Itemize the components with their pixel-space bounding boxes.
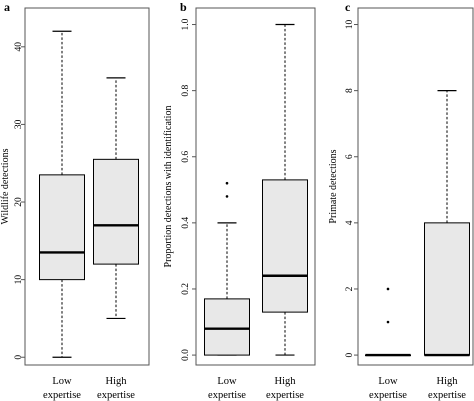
plot-frame xyxy=(24,7,150,366)
y-tick-label: 0.4 xyxy=(181,217,191,229)
y-tick-label: 0.8 xyxy=(181,84,191,96)
outlier-point xyxy=(225,181,229,185)
x-category-label: expertise xyxy=(43,390,81,401)
box-low-expertise xyxy=(204,181,250,356)
box-high-expertise xyxy=(262,23,308,356)
interquartile-box xyxy=(204,298,250,356)
x-category-label: High xyxy=(106,376,128,387)
y-axis-label: Primate detections xyxy=(328,149,339,223)
box-high-expertise xyxy=(424,90,470,357)
x-category-label: Low xyxy=(378,376,398,387)
x-category-label: expertise xyxy=(208,390,246,401)
panel-letter: a xyxy=(4,0,10,14)
interquartile-box xyxy=(262,179,308,313)
x-category-label: expertise xyxy=(428,390,466,401)
interquartile-box xyxy=(39,174,85,281)
x-category-label: Low xyxy=(217,376,237,387)
plot-frame xyxy=(357,7,474,366)
y-axis-label: Wildlife detections xyxy=(0,148,11,224)
x-category-label: High xyxy=(437,376,459,387)
x-category-label: expertise xyxy=(266,390,304,401)
y-tick-label: 4 xyxy=(345,220,355,225)
outlier-point xyxy=(386,320,390,324)
y-tick-label: 10 xyxy=(345,20,355,30)
outlier-point xyxy=(225,195,229,198)
y-tick-label: 0.0 xyxy=(181,349,191,361)
y-tick-label: 40 xyxy=(14,42,24,52)
y-tick-label: 0.6 xyxy=(181,151,191,163)
y-tick-label: 20 xyxy=(14,197,24,207)
x-category-label: Low xyxy=(52,376,72,387)
y-tick-label: 8 xyxy=(345,88,355,93)
y-axis-label: Proportion detections with identificatio… xyxy=(163,106,174,268)
y-tick-label: 0 xyxy=(345,352,355,357)
y-tick-label: 10 xyxy=(14,275,24,285)
y-tick-label: 30 xyxy=(14,119,24,129)
plot-frame xyxy=(195,7,316,366)
panel-b: b Proportion detections with identificati… xyxy=(163,0,316,401)
y-tick-label: 1.0 xyxy=(181,18,191,30)
y-tick-label: 2 xyxy=(345,286,355,291)
panel-letter: c xyxy=(345,0,351,14)
outlier-point xyxy=(386,287,390,291)
y-tick-label: 0 xyxy=(14,355,24,360)
box-low-expertise xyxy=(365,287,411,357)
panel-letter: b xyxy=(180,0,187,14)
box-high-expertise xyxy=(93,77,139,320)
x-category-label: High xyxy=(275,376,297,387)
x-category-label: expertise xyxy=(97,390,135,401)
panel-c: c Primate detections 0 2 4 6 8 10 Low expertise Hi… xyxy=(328,0,474,401)
y-tick-label: 0.2 xyxy=(181,283,191,295)
y-tick-label: 6 xyxy=(345,154,355,159)
interquartile-box xyxy=(93,158,139,265)
box-low-expertise xyxy=(39,30,85,358)
panel-a: a Wildlife detections 0 10 20 30 40 Low expertis… xyxy=(0,0,150,401)
interquartile-box xyxy=(424,222,470,356)
x-category-label: expertise xyxy=(369,390,407,401)
